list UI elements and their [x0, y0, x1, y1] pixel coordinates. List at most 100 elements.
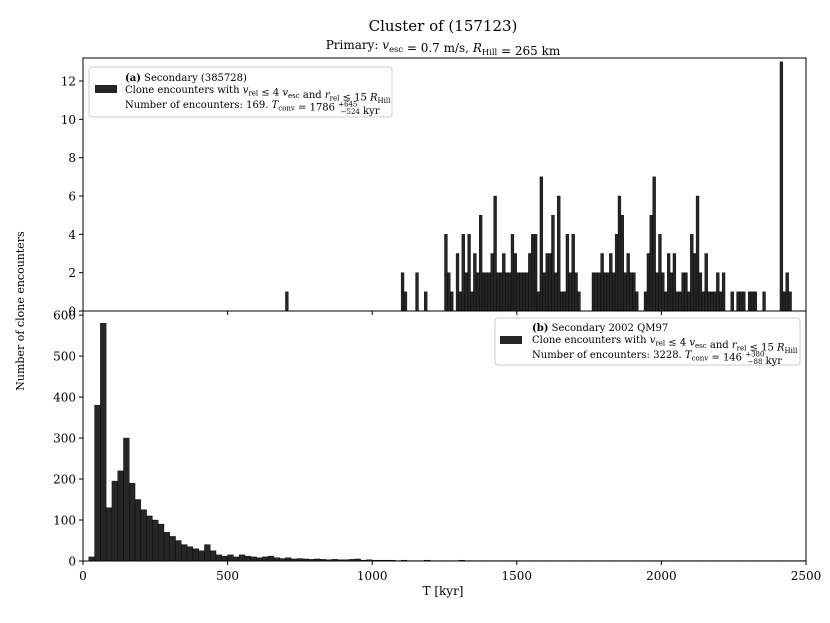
y-tick-label-b-0: 0	[68, 555, 76, 569]
x-tick-label-2500: 2500	[791, 569, 822, 583]
bar-a-62	[623, 272, 627, 312]
bar-a-57	[609, 253, 613, 312]
bar-a-94	[721, 272, 726, 312]
bar-a-9	[458, 291, 463, 312]
bar-a-91	[713, 291, 717, 312]
bar-a-12	[467, 234, 471, 312]
bar-a-66	[635, 291, 639, 312]
y-tick-label-a-4: 4	[68, 228, 76, 242]
bar-b-2	[94, 405, 101, 562]
bar-a-49	[574, 272, 578, 312]
legend-a-info: Number of encounters: 169. Tconv = 1786 …	[125, 100, 380, 117]
bar-a-87	[701, 291, 705, 312]
x-tick-label-1500: 1500	[502, 569, 533, 583]
bar-a-23	[499, 272, 503, 312]
bar-a-11	[464, 272, 468, 312]
bar-b-14	[163, 532, 170, 562]
bar-a-31	[522, 272, 526, 312]
bar-a-75	[666, 253, 671, 312]
bar-b-32	[267, 555, 275, 562]
bar-a-60	[617, 195, 622, 312]
bar-a-38	[542, 272, 546, 312]
y-tick-label-b-500: 500	[53, 350, 76, 364]
legend-b-entry: Clone encounters with vrel ≤ 4 vesc and …	[532, 335, 798, 355]
bar-a-13	[470, 291, 474, 312]
bar-a-93	[719, 291, 723, 312]
bar-a-18	[484, 272, 489, 312]
bar-a-61	[620, 214, 624, 312]
bar-b-17	[181, 544, 188, 562]
bar-b-13	[157, 523, 165, 562]
bar-a-53	[597, 272, 601, 312]
bar-a-44	[559, 291, 564, 312]
bar-a-37	[539, 176, 544, 312]
bar-a-106	[788, 291, 792, 312]
bar-a-72	[658, 234, 662, 312]
bar-a-27	[510, 234, 515, 312]
bar-a-22	[496, 272, 500, 312]
bar-a-105	[785, 272, 789, 312]
bar-a-36	[536, 291, 541, 312]
bar-a-56	[606, 272, 610, 312]
bar-a-70	[652, 176, 656, 312]
bar-a-59	[614, 234, 619, 312]
x-tick-label-500: 500	[216, 569, 239, 583]
bar-a-6	[447, 272, 451, 312]
bar-a-54	[600, 253, 604, 312]
bar-a-102	[762, 291, 766, 312]
bar-b-11	[146, 515, 153, 562]
bar-a-10	[461, 234, 465, 312]
bar-a-14	[473, 253, 477, 312]
bar-b-6	[117, 470, 124, 562]
bar-a-69	[649, 214, 653, 312]
bar-a-7	[450, 291, 454, 312]
bar-a-30	[519, 272, 523, 312]
bar-a-101	[753, 291, 758, 312]
bar-a-48	[571, 234, 575, 312]
y-tick-label-a-12: 12	[61, 75, 76, 89]
bar-a-46	[565, 234, 570, 312]
bar-a-19	[487, 272, 491, 312]
bar-a-20	[490, 253, 494, 312]
bar-a-34	[531, 234, 535, 312]
bar-a-88	[704, 253, 708, 312]
bar-b-18	[186, 546, 194, 562]
legend-b-header: (b) Secondary 2002 QM97	[532, 323, 668, 334]
y-tick-label-b-200: 200	[53, 473, 76, 487]
bar-a-63	[626, 253, 630, 312]
panel-a: 0 2 4 6 8 10 12	[61, 57, 807, 319]
bar-a-42	[554, 272, 558, 312]
bar-a-99	[747, 291, 752, 312]
bar-a-71	[655, 272, 659, 312]
bar-a-80	[681, 272, 685, 312]
bar-a-73	[661, 272, 665, 312]
bar-b-5	[111, 480, 118, 562]
x-tick-label-0: 0	[79, 569, 87, 583]
y-tick-label-b-400: 400	[53, 391, 76, 405]
bar-a-21	[493, 195, 497, 312]
bar-b-31	[262, 556, 269, 562]
bar-a-95	[730, 291, 734, 312]
legend-b-swatch	[500, 336, 522, 344]
bar-a-76	[669, 272, 674, 312]
legend-a-header: (a) Secondary (385728)	[125, 73, 247, 84]
bar-a-84	[693, 253, 697, 312]
bar-a-28	[513, 253, 517, 312]
bar-a-103	[779, 61, 784, 312]
x-tick-label-1000: 1000	[357, 569, 388, 583]
bar-a-85	[695, 195, 700, 312]
bar-a-97	[739, 291, 743, 312]
bar-a-83	[690, 234, 694, 312]
legend-b: (b) Secondary 2002 QM97 Clone encounters…	[494, 317, 801, 367]
bar-a-4	[424, 291, 428, 312]
bar-b-27	[238, 554, 246, 562]
bar-b-25	[227, 554, 234, 562]
bar-a-1	[400, 272, 405, 312]
axes-frame-b	[82, 310, 807, 562]
bar-b-16	[175, 540, 182, 562]
bar-b-29	[250, 556, 257, 562]
bar-a-86	[698, 272, 703, 312]
bar-a-5	[444, 234, 448, 312]
bar-a-2	[403, 291, 408, 312]
